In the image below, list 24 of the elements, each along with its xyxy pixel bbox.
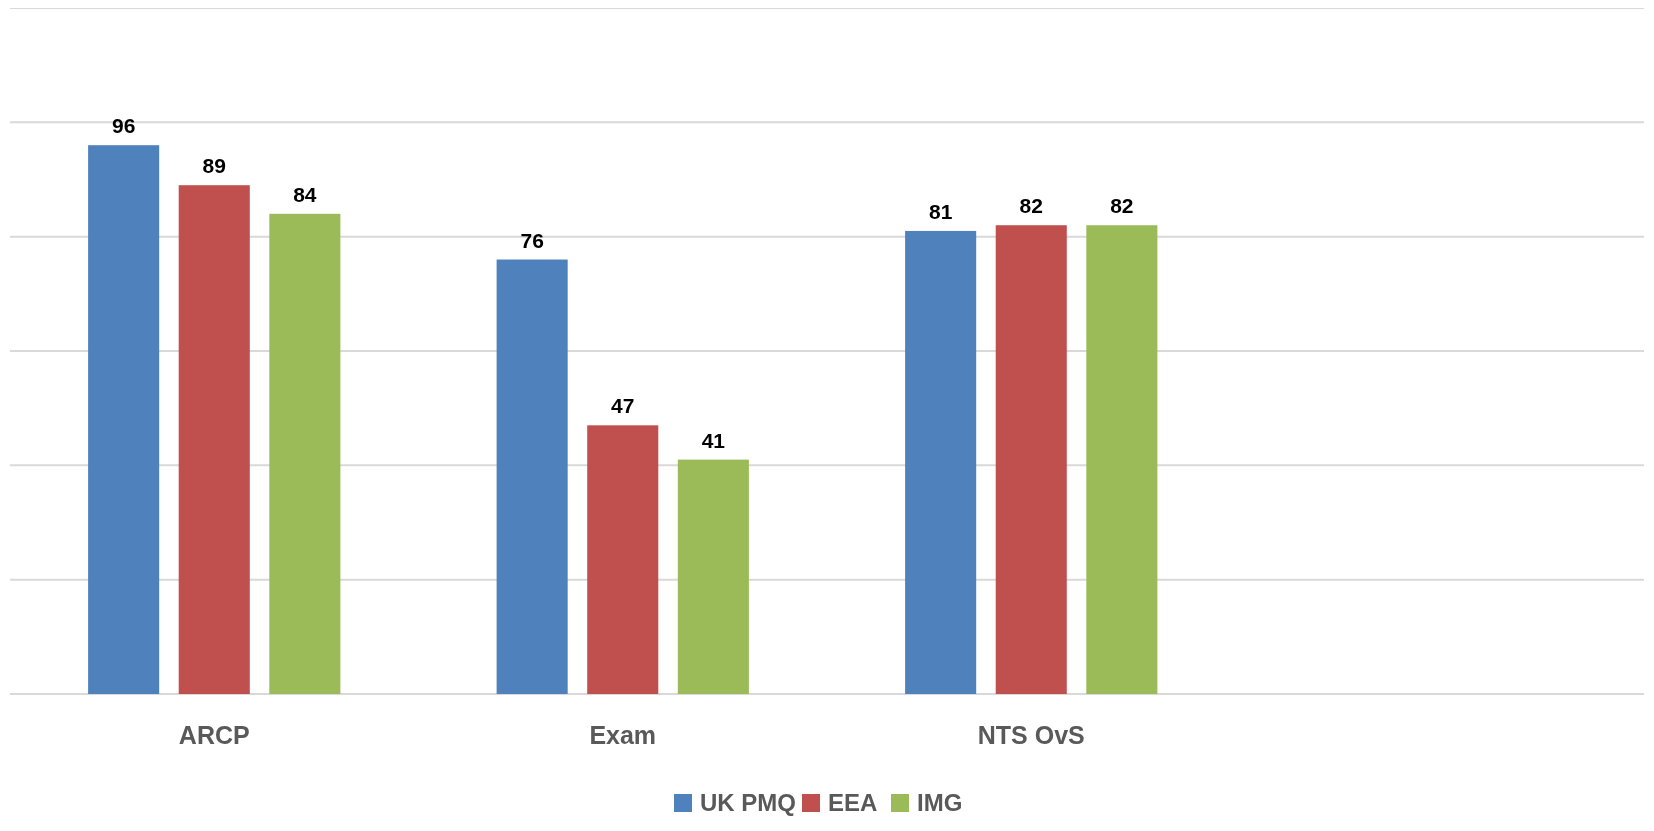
data-label: 89 — [202, 154, 226, 178]
legend-label: UK PMQ — [700, 789, 796, 816]
bar — [88, 145, 160, 694]
bar — [178, 185, 250, 694]
legend-label: EEA — [828, 789, 878, 816]
x-tick-label: Exam — [589, 721, 657, 749]
data-label: 41 — [701, 428, 726, 452]
x-tick-label: ARCP — [178, 721, 250, 749]
data-label: 81 — [928, 199, 953, 223]
data-label: 82 — [1019, 194, 1043, 218]
bar — [587, 425, 659, 694]
data-label: 82 — [1110, 194, 1134, 218]
bar — [269, 213, 341, 694]
data-label: 96 — [111, 114, 136, 138]
data-label: 76 — [520, 228, 544, 252]
bar — [496, 259, 568, 694]
bar — [905, 230, 977, 694]
data-label: 84 — [293, 182, 317, 206]
bar — [677, 459, 749, 694]
x-tick-label: NTS OvS — [977, 721, 1085, 749]
legend-label: IMG — [917, 789, 963, 816]
bar — [995, 225, 1067, 694]
bar — [1086, 225, 1158, 694]
data-label: 47 — [611, 394, 635, 418]
